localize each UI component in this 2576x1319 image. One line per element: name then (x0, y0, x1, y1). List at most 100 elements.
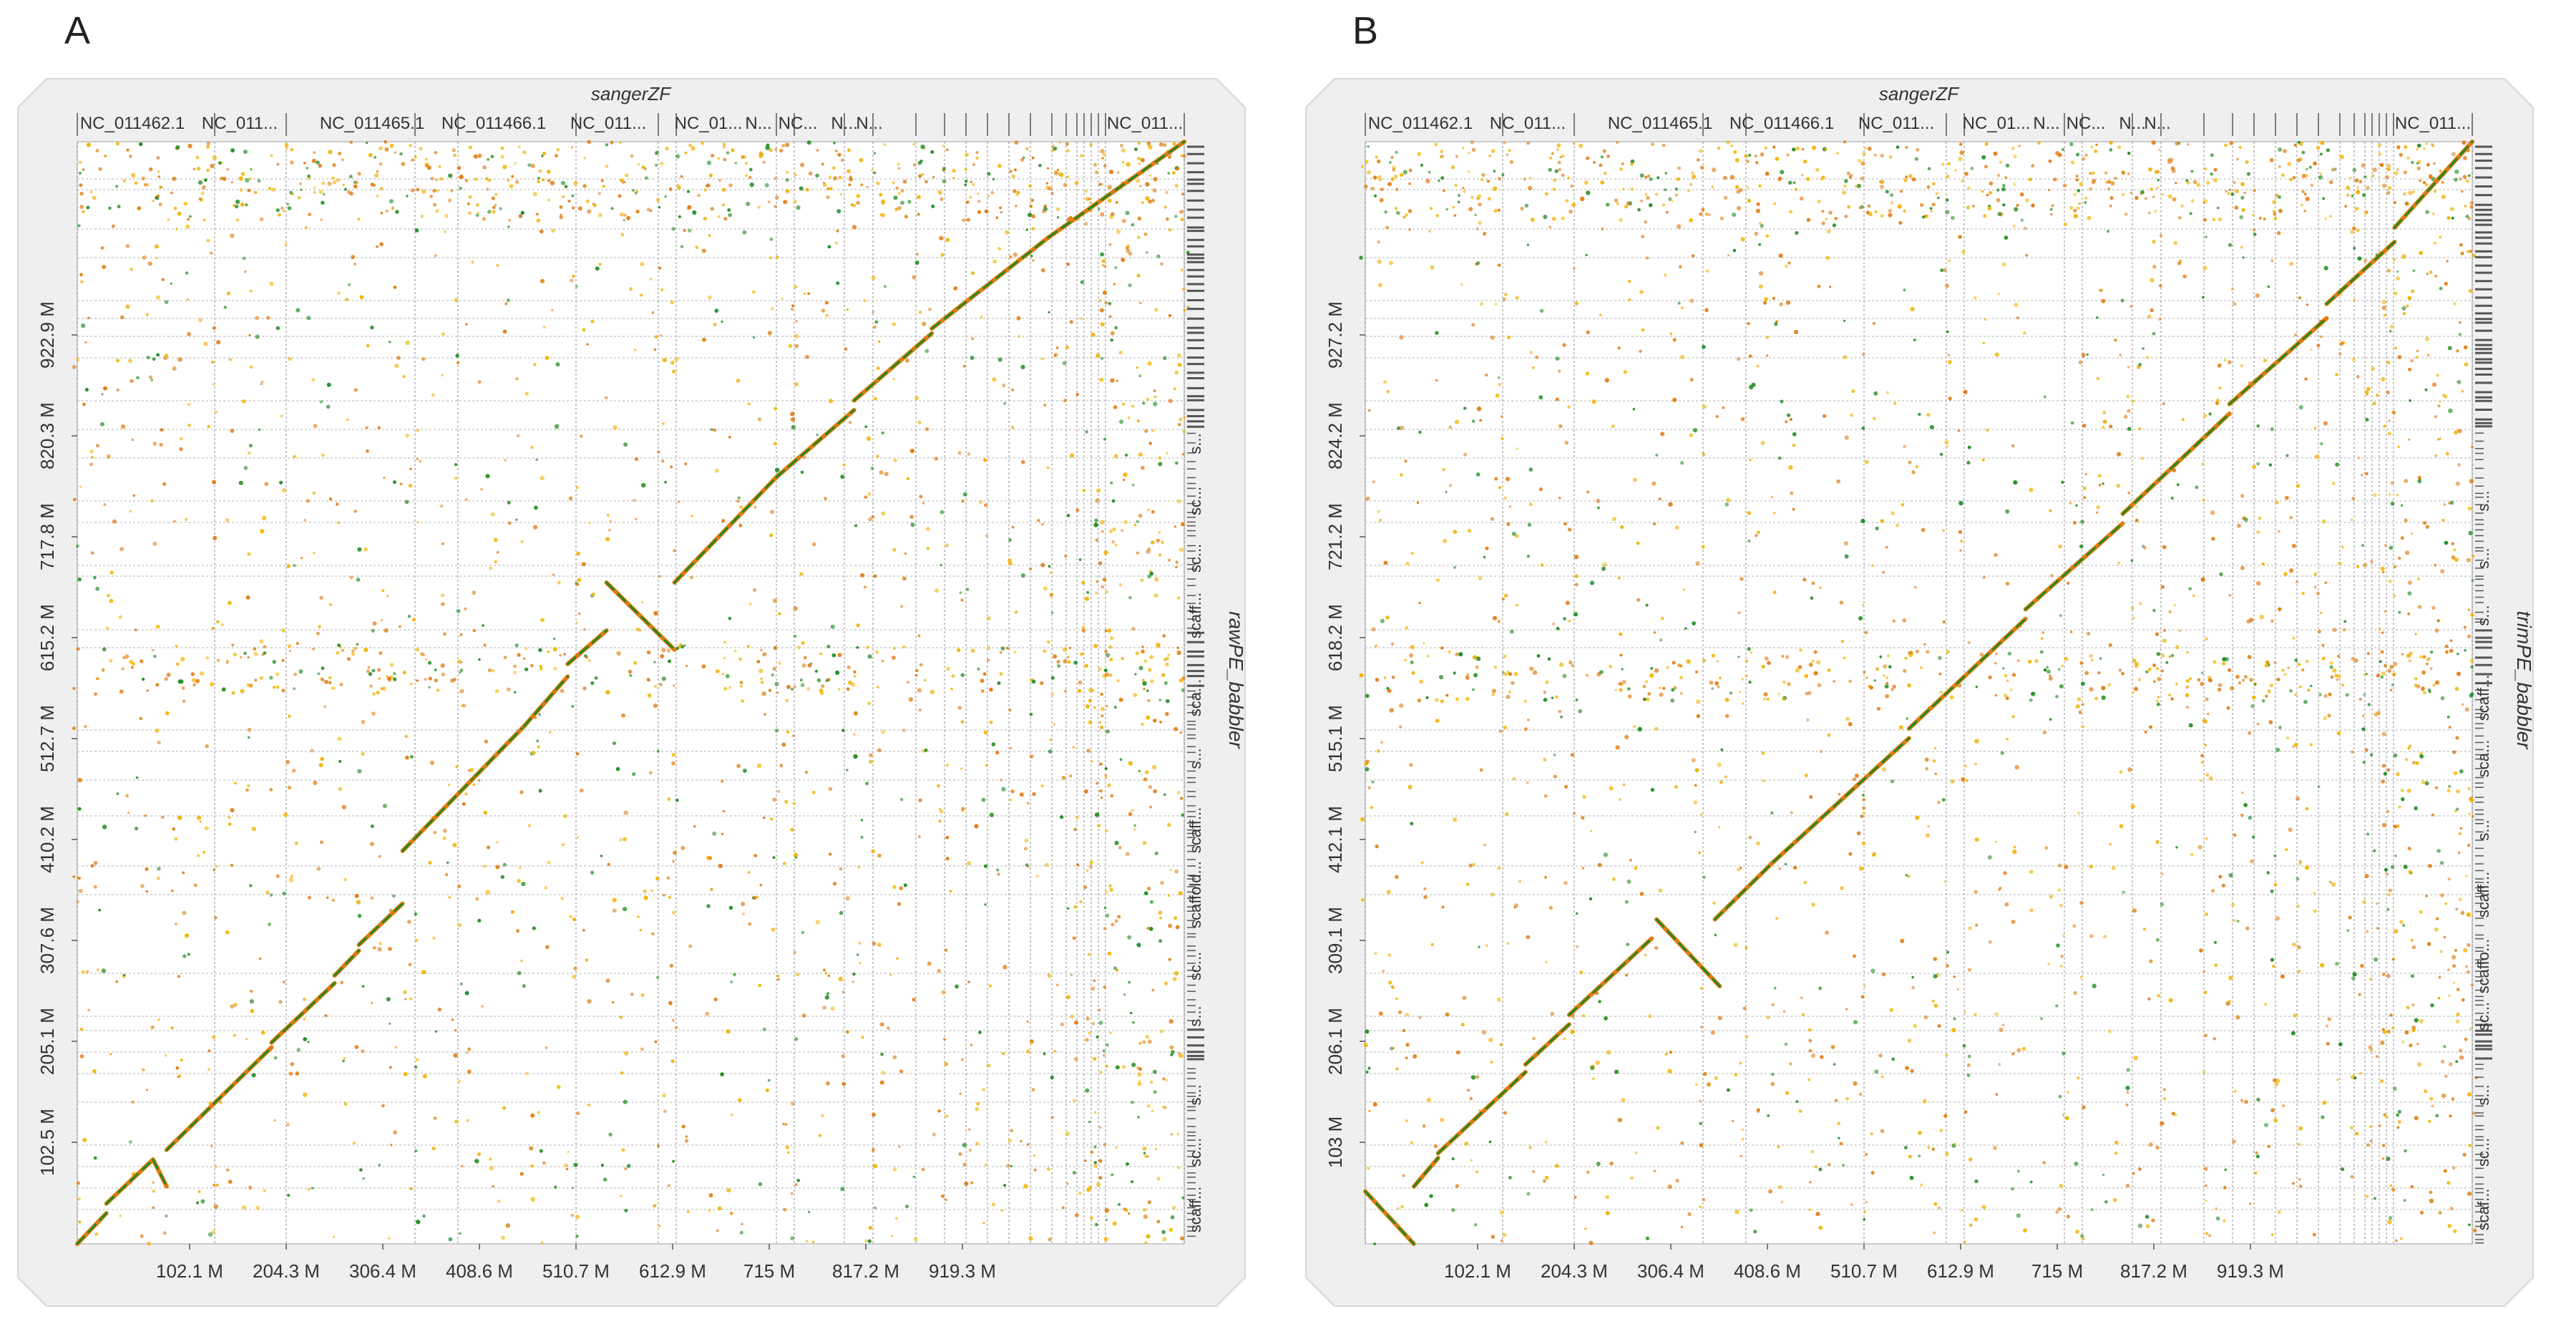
noise-dot (957, 648, 961, 653)
noise-dot (1050, 676, 1055, 680)
noise-dot (1817, 199, 1821, 204)
noise-dot (357, 218, 361, 221)
noise-dot (2228, 188, 2232, 192)
noise-dot (1448, 484, 1452, 487)
alignment-segment-core (1047, 140, 1186, 239)
noise-dot (1148, 442, 1152, 445)
noise-dot (848, 183, 852, 187)
noise-dot (1523, 727, 1528, 731)
noise-dot (1558, 497, 1561, 500)
noise-dot (767, 331, 772, 336)
noise-dot (723, 145, 726, 149)
noise-dot (181, 686, 185, 690)
noise-dot (1069, 774, 1073, 778)
noise-dot (1691, 254, 1695, 258)
noise-dot (2225, 1001, 2230, 1006)
noise-dot (2461, 190, 2464, 193)
noise-dot (2414, 806, 2418, 811)
noise-dot (281, 658, 285, 663)
noise-dot (1100, 182, 1103, 186)
noise-dot (2132, 399, 2135, 403)
noise-dot (2041, 631, 2045, 634)
noise-dot (852, 980, 854, 983)
noise-dot (827, 245, 831, 249)
noise-dot (1387, 182, 1392, 187)
noise-dot (2011, 1052, 2015, 1056)
noise-dot (1370, 805, 1374, 809)
noise-dot (1471, 688, 1475, 691)
noise-dot (338, 787, 343, 792)
noise-dot (318, 164, 322, 168)
noise-dot (203, 341, 208, 346)
noise-dot (857, 865, 861, 869)
noise-dot (1562, 343, 1566, 347)
noise-dot (713, 323, 717, 326)
noise-dot (1933, 1202, 1938, 1206)
plot-area (77, 141, 1185, 1245)
noise-dot (1029, 568, 1032, 570)
noise-dot (1966, 1063, 1971, 1068)
noise-dot (1913, 585, 1917, 589)
noise-dot (774, 729, 779, 733)
noise-dot (2006, 679, 2009, 682)
noise-dot (2256, 462, 2260, 466)
noise-dot (1112, 527, 1116, 532)
noise-dot (1513, 671, 1518, 676)
noise-dot (1598, 1000, 1601, 1003)
noise-dot (2202, 199, 2208, 204)
noise-dot (416, 457, 419, 461)
noise-dot (146, 1089, 149, 1091)
noise-dot (1784, 264, 1788, 268)
noise-dot (1724, 697, 1729, 702)
noise-dot (1684, 627, 1687, 631)
noise-dot (439, 177, 444, 181)
noise-dot (2446, 789, 2451, 793)
noise-dot (296, 1048, 301, 1052)
noise-dot (421, 970, 426, 975)
noise-dot (2241, 208, 2245, 212)
noise-dot (266, 316, 270, 320)
noise-dot (247, 784, 250, 788)
noise-dot (384, 140, 387, 144)
noise-dot (2305, 196, 2310, 201)
noise-dot (1063, 659, 1068, 663)
noise-dot (2011, 920, 2016, 924)
noise-dot (1470, 195, 1474, 200)
noise-dot (1927, 167, 1931, 171)
noise-dot (1178, 891, 1183, 896)
noise-dot (991, 1202, 995, 1207)
noise-dot (1147, 1200, 1151, 1204)
noise-dot (1800, 996, 1803, 1000)
noise-dot (1640, 199, 1643, 203)
noise-dot (1630, 187, 1634, 191)
noise-dot (422, 653, 426, 657)
noise-dot (248, 1185, 253, 1190)
noise-dot (1084, 1159, 1087, 1162)
noise-dot (372, 621, 377, 626)
noise-dot (1088, 1031, 1092, 1035)
noise-dot (1454, 419, 1460, 424)
noise-dot (1668, 197, 1672, 201)
noise-dot (1532, 1170, 1535, 1173)
noise-dot (2443, 935, 2446, 939)
noise-dot (300, 188, 303, 192)
noise-dot (531, 751, 536, 755)
noise-dot (825, 313, 829, 318)
noise-dot (336, 178, 341, 182)
noise-dot (1179, 678, 1184, 683)
noise-dot (866, 185, 869, 188)
alignment-segment-core (775, 409, 856, 479)
noise-dot (2407, 612, 2410, 615)
noise-dot (2407, 847, 2411, 851)
noise-dot (2096, 376, 2100, 381)
noise-dot (165, 711, 170, 716)
noise-dot (1111, 499, 1116, 503)
noise-dot (1176, 1132, 1180, 1136)
noise-dot (114, 185, 119, 188)
noise-dot (1085, 430, 1088, 434)
noise-dot (249, 999, 254, 1004)
noise-dot (122, 179, 127, 182)
noise-dot (630, 993, 634, 996)
noise-dot (1169, 1045, 1174, 1050)
noise-dot (464, 179, 469, 182)
